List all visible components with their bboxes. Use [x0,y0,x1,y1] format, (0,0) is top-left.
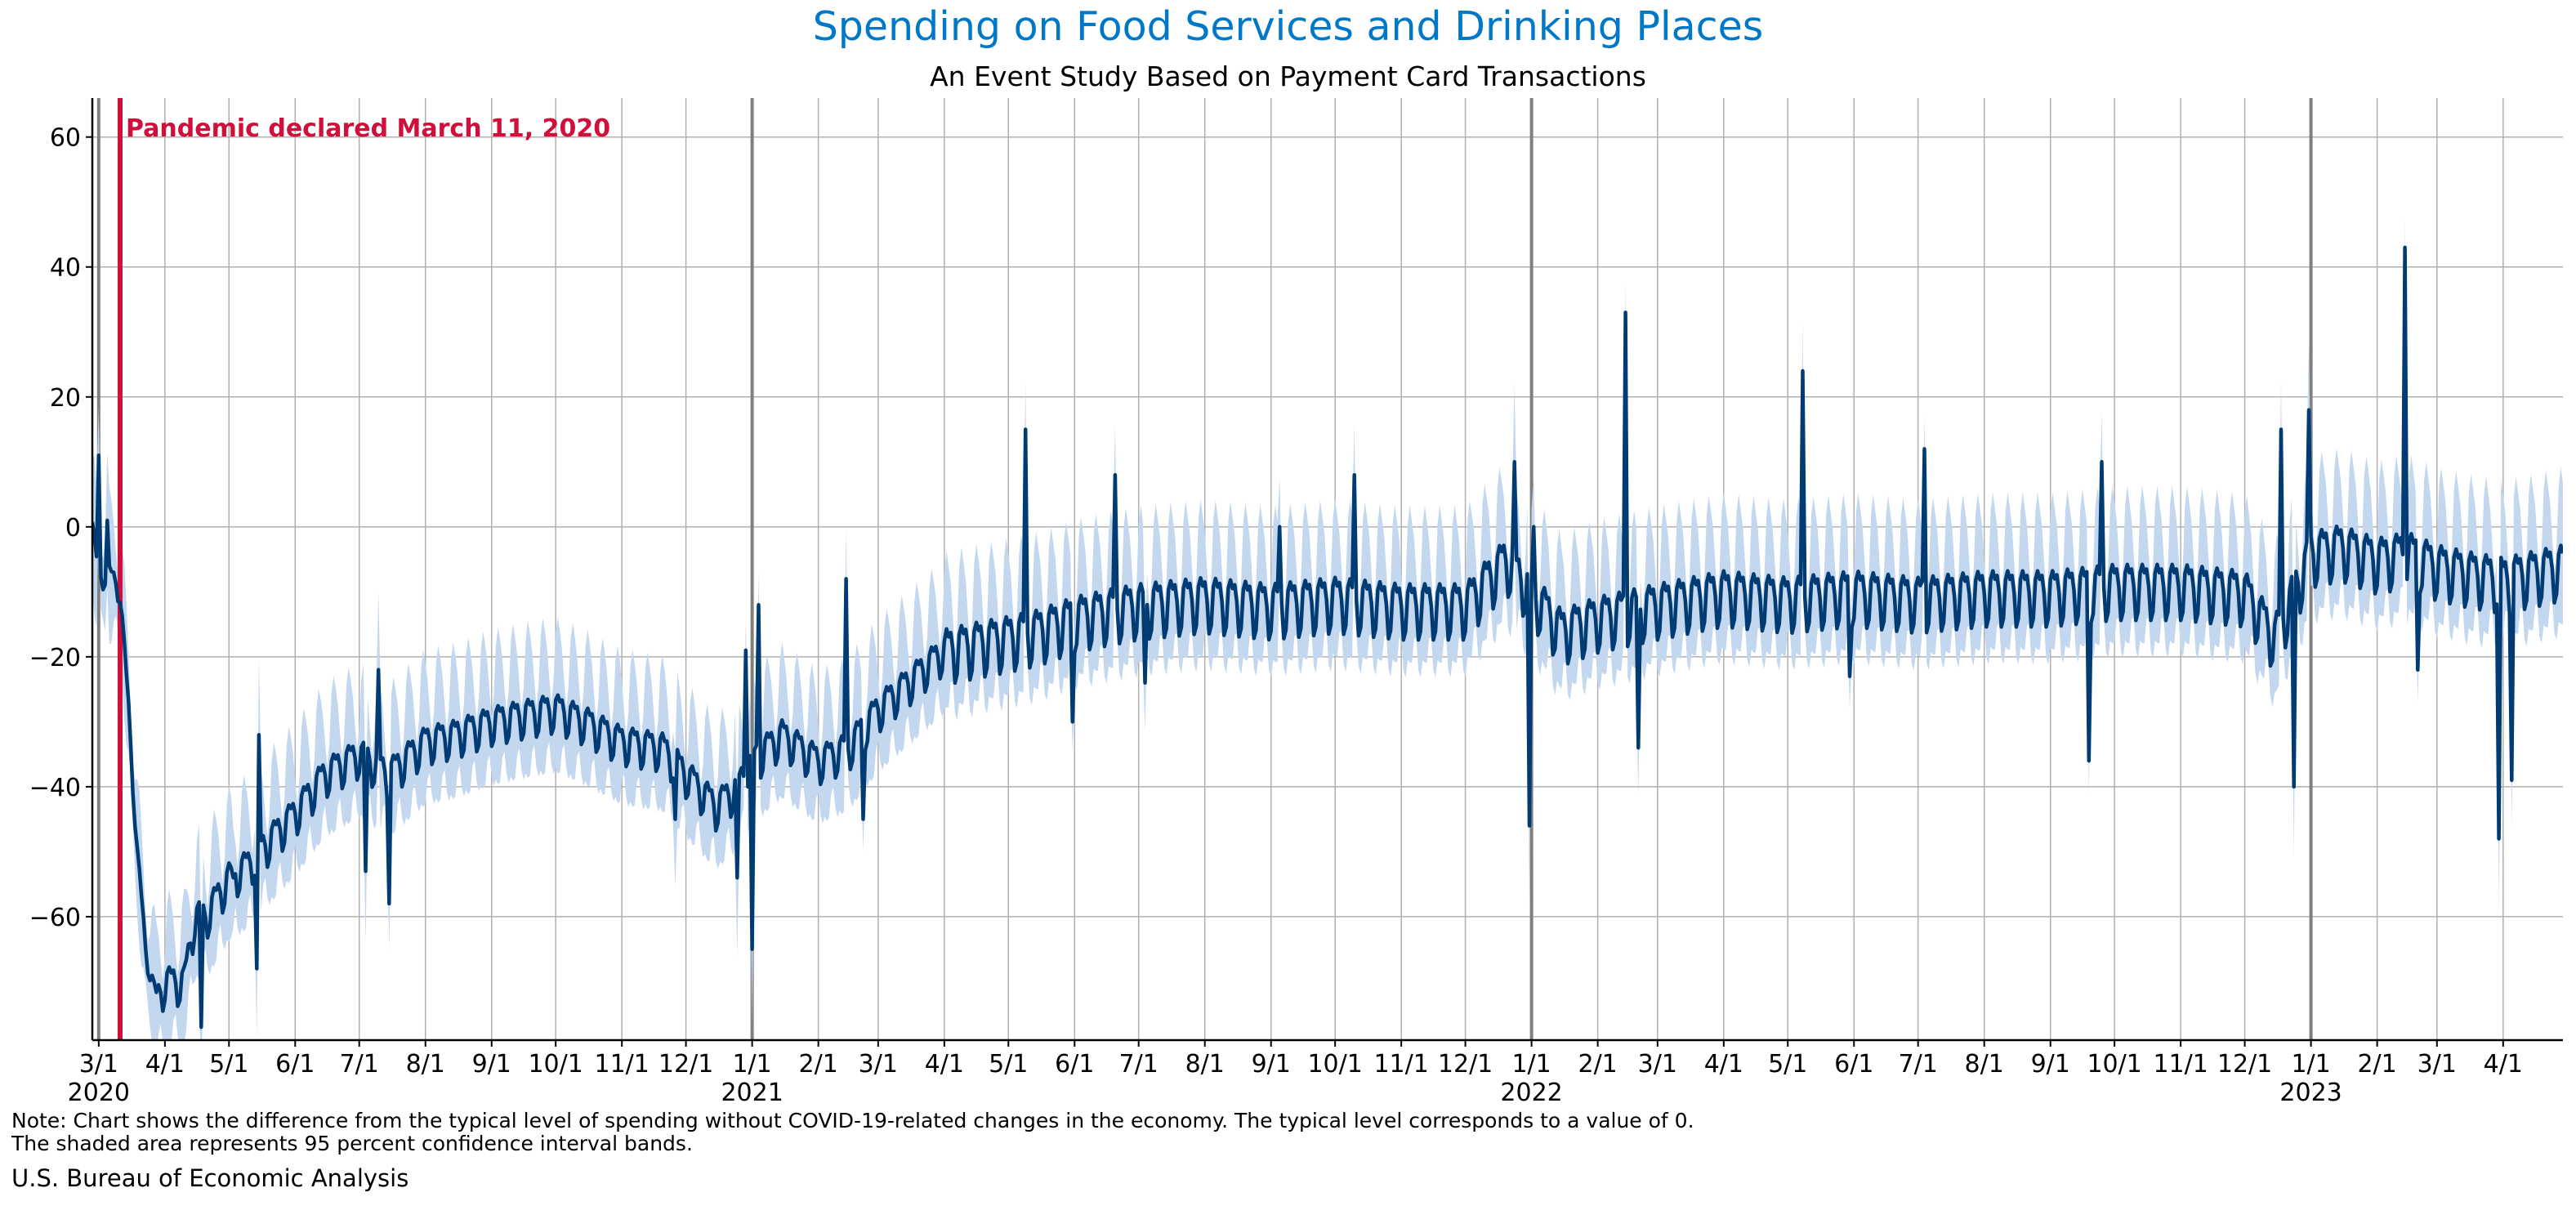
y-tick-label: −60 [29,904,81,932]
x-tick-label: 2/1 [799,1050,838,1079]
x-tick-label: 4/1 [2484,1050,2523,1079]
x-tick-label: 8/1 [1965,1050,2004,1079]
x-tick-label: 3/1 [2418,1050,2457,1079]
x-tick-label: 11/1 [594,1050,649,1079]
x-year-label: 2022 [1500,1079,1562,1107]
x-tick-label: 9/1 [2031,1050,2070,1079]
x-tick-label: 12/1 [2217,1050,2272,1079]
x-tick-label: 6/1 [275,1050,315,1079]
confidence-band [92,217,2563,1040]
x-tick-label: 5/1 [209,1050,248,1079]
x-tick-label: 10/1 [528,1050,583,1079]
x-tick-label: 8/1 [406,1050,445,1079]
event-layer: Pandemic declared March 11, 2020 [117,98,610,1040]
y-tick-label: −20 [29,644,81,672]
series-line [92,245,2563,1030]
x-tick-label: 2/1 [1578,1050,1617,1079]
x-tick-label: 6/1 [1055,1050,1094,1079]
x-tick-label: 8/1 [1185,1050,1225,1079]
x-tick-label: 5/1 [989,1050,1028,1079]
x-tick-label: 12/1 [659,1050,713,1079]
y-tick-label: −40 [29,774,81,802]
source-label: U.S. Bureau of Economic Analysis [11,1164,409,1192]
x-tick-label: 3/1 [1638,1050,1677,1079]
x-tick-label: 7/1 [1899,1050,1938,1079]
x-tick-label: 10/1 [2087,1050,2141,1079]
x-tick-label: 3/1 [859,1050,898,1079]
y-tick-label: 60 [50,124,81,153]
x-tick-label: 3/1 [79,1050,118,1079]
x-tick-label: 9/1 [1252,1050,1291,1079]
x-tick-label: 1/1 [2291,1050,2330,1079]
confidence-band-layer [92,217,2563,1040]
x-tick-label: 6/1 [1834,1050,1873,1079]
y-tick-label: 20 [50,384,81,413]
x-tick-label: 11/1 [1373,1050,1428,1079]
y-tick-label: 0 [65,514,81,543]
x-tick-label: 7/1 [1119,1050,1159,1079]
x-tick-label: 4/1 [1704,1050,1743,1079]
y-tick-label: 40 [50,254,81,283]
x-tick-label: 4/1 [145,1050,185,1079]
grid-layer [92,98,2563,1040]
chart-title: Spending on Food Services and Drinking P… [812,3,1764,50]
chart-note-line-2: The shaded area represents 95 percent co… [11,1132,693,1155]
x-tick-label: 5/1 [1768,1050,1807,1079]
x-tick-label: 1/1 [732,1050,771,1079]
x-year-label: 2023 [2279,1079,2342,1107]
chart-note-line-1: Note: Chart shows the difference from th… [11,1109,1694,1132]
event-label: Pandemic declared March 11, 2020 [126,114,610,143]
chart-subtitle: An Event Study Based on Payment Card Tra… [930,60,1646,92]
series-line-layer [92,245,2563,1030]
x-tick-label: 12/1 [1438,1050,1493,1079]
x-tick-label: 9/1 [472,1050,511,1079]
x-tick-label: 1/1 [1511,1050,1551,1079]
x-tick-label: 7/1 [340,1050,379,1079]
x-year-label: 2020 [68,1079,130,1107]
x-tick-label: 10/1 [1307,1050,1362,1079]
x-year-label: 2021 [721,1079,783,1107]
x-tick-label: 2/1 [2357,1050,2396,1079]
x-tick-label: 4/1 [925,1050,964,1079]
x-tick-label: 11/1 [2153,1050,2208,1079]
